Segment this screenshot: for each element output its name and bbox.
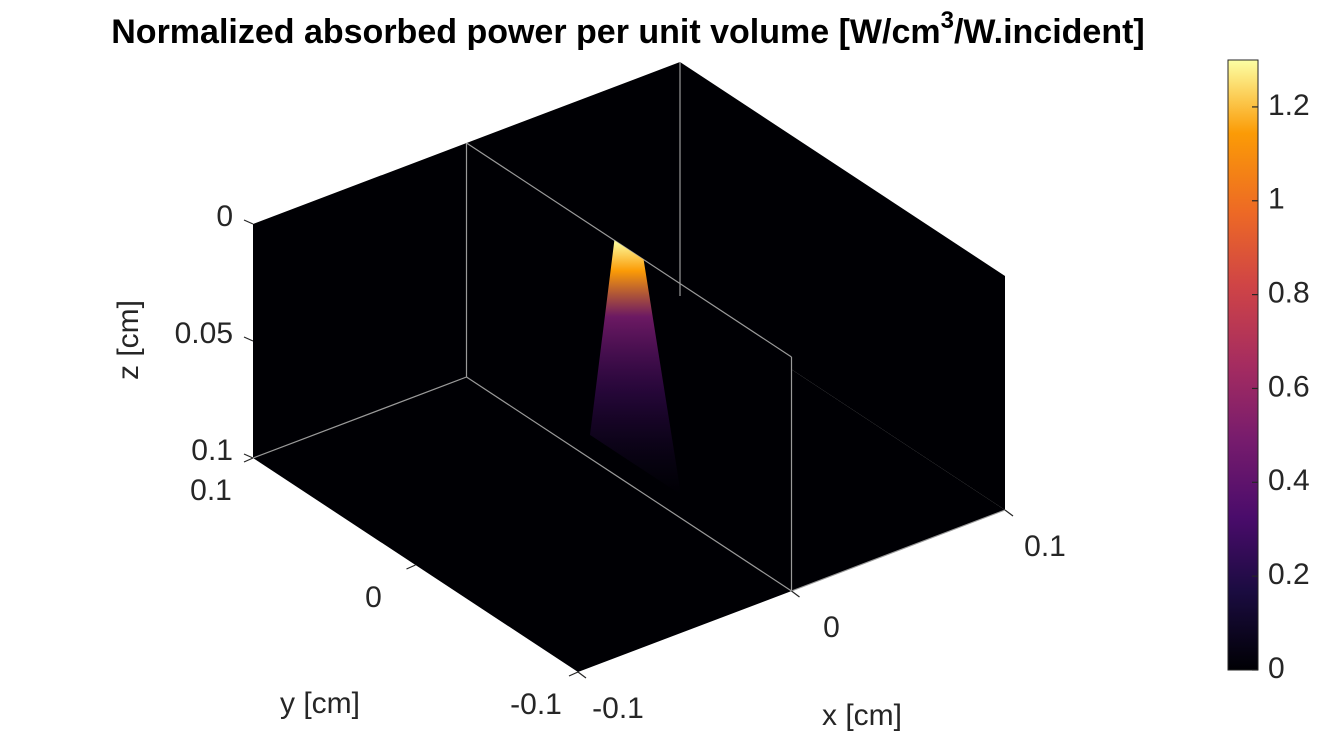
colorbar-tick-label: 0.8: [1268, 277, 1310, 310]
colorbar-tick-label: 0.4: [1268, 464, 1310, 497]
x-tick-label: 0.1: [1024, 530, 1066, 563]
box-edge: [466, 376, 792, 592]
x-axis-label: x [cm]: [822, 699, 902, 732]
tick-mark: [406, 564, 416, 570]
tick-mark: [1004, 509, 1014, 517]
slice-side: [680, 62, 1005, 510]
y-tick-label: 0: [365, 581, 382, 614]
z-axis-label: z [cm]: [112, 300, 145, 380]
tick-mark: [577, 671, 587, 679]
colorbar: [1227, 59, 1259, 671]
z-tick-label: 0.1: [191, 434, 233, 467]
colorbar-tick-label: 0.2: [1268, 558, 1310, 591]
title-main: Normalized absorbed power per unit volum…: [111, 13, 940, 51]
colorbar-tick-label: 1: [1268, 183, 1285, 216]
colorbar-tick-label: 1.2: [1268, 89, 1310, 122]
title-end: /W.incident]: [954, 13, 1145, 51]
y-tick-label: 0.1: [190, 474, 232, 507]
x-tick-label: 0: [823, 611, 840, 644]
title-superscript: 3: [941, 7, 954, 34]
y-tick-label: -0.1: [510, 688, 562, 721]
z-tick-label: 0.05: [175, 317, 233, 350]
colorbar-tick-label: 0.6: [1268, 370, 1310, 403]
box-edge: [252, 376, 467, 459]
box-edge: [791, 509, 1006, 592]
tick-mark: [791, 590, 800, 598]
tick-mark: [243, 336, 254, 342]
y-axis-label: y [cm]: [280, 687, 360, 720]
absorption-spot: [590, 240, 681, 495]
tick-mark: [568, 671, 579, 677]
z-tick-label: 0: [216, 200, 233, 233]
colorbar-tick-label: 0: [1268, 652, 1285, 685]
tick-mark: [243, 453, 254, 459]
tick-mark: [243, 457, 254, 463]
tick-mark: [243, 219, 254, 225]
chart-title: Normalized absorbed power per unit volum…: [111, 7, 1145, 51]
x-tick-label: -0.1: [592, 692, 644, 725]
